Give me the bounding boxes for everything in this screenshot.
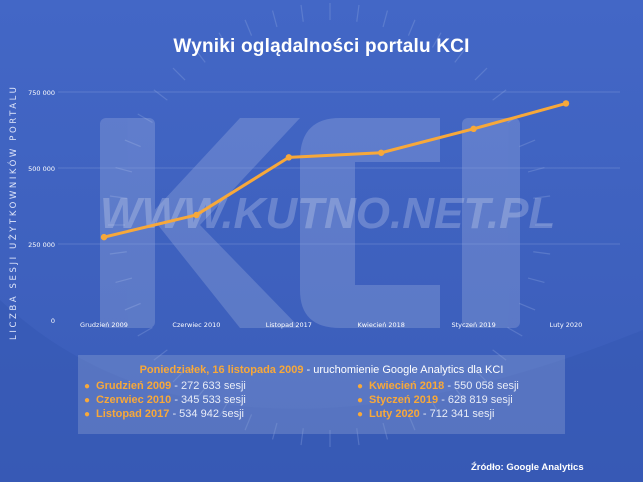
bullet-icon: ●	[357, 381, 364, 392]
info-list-right: ● Kwiecień 2018 - 550 058 sesji ● Styczeń …	[357, 379, 519, 421]
list-item: ● Listopad 2017 - 534 942 sesji	[84, 408, 245, 420]
bullet-icon: ●	[84, 381, 91, 392]
bullet-icon: ●	[84, 395, 91, 406]
x-tick-label: Luty 2020	[550, 321, 583, 329]
x-tick-label: Kwiecień 2018	[357, 321, 405, 329]
source-note: Źródło: Google Analytics	[471, 462, 584, 473]
y-tick-label: 500 000	[28, 165, 55, 173]
info-list-left: ● Grudzień 2009 - 272 633 sesji ● Czerwiec…	[84, 379, 246, 421]
data-point	[285, 154, 292, 161]
data-point	[470, 125, 477, 133]
launch-date: Poniedziałek, 16 listopada 2009	[139, 364, 304, 376]
list-item: ● Grudzień 2009 - 272 633 sesji	[84, 380, 246, 392]
wave-shape	[0, 300, 643, 482]
watermark-logo	[100, 118, 520, 328]
starburst-rays	[108, 3, 552, 447]
info-box: Poniedziałek, 16 listopada 2009 - urucho…	[78, 355, 565, 434]
x-tick-label: Grudzień 2009	[80, 321, 128, 329]
x-tick-label: Czerwiec 2010	[172, 321, 220, 329]
list-item: ● Styczeń 2019 - 628 819 sesji	[357, 394, 513, 406]
bullet-icon: ●	[84, 409, 91, 420]
x-tick-label: Styczeń 2019	[451, 321, 495, 329]
y-tick-label: 250 000	[28, 241, 55, 249]
y-tick-label: 750 000	[28, 89, 55, 97]
watermark-text: WWW.KUTNO.NET.PL	[100, 189, 555, 238]
data-point	[562, 100, 570, 107]
chart-title: Wyniki oglądalności portalu KCI	[173, 36, 470, 57]
y-tick-label: 0	[51, 317, 55, 325]
series-line	[103, 102, 567, 239]
data-point	[100, 233, 108, 241]
bullet-icon: ●	[357, 395, 364, 406]
list-item: ● Luty 2020 - 712 341 sesji	[357, 408, 495, 420]
data-point	[193, 211, 200, 219]
list-item: ● Kwiecień 2018 - 550 058 sesji	[357, 380, 519, 392]
launch-text: - uruchomienie Google Analytics dla KCI	[303, 364, 504, 376]
data-point	[378, 149, 385, 156]
bullet-icon: ●	[357, 409, 364, 420]
info-headline: Poniedziałek, 16 listopada 2009 - urucho…	[78, 364, 565, 376]
x-tick-label: Listopad 2017	[266, 321, 312, 329]
list-item: ● Czerwiec 2010 - 345 533 sesji	[84, 394, 246, 406]
